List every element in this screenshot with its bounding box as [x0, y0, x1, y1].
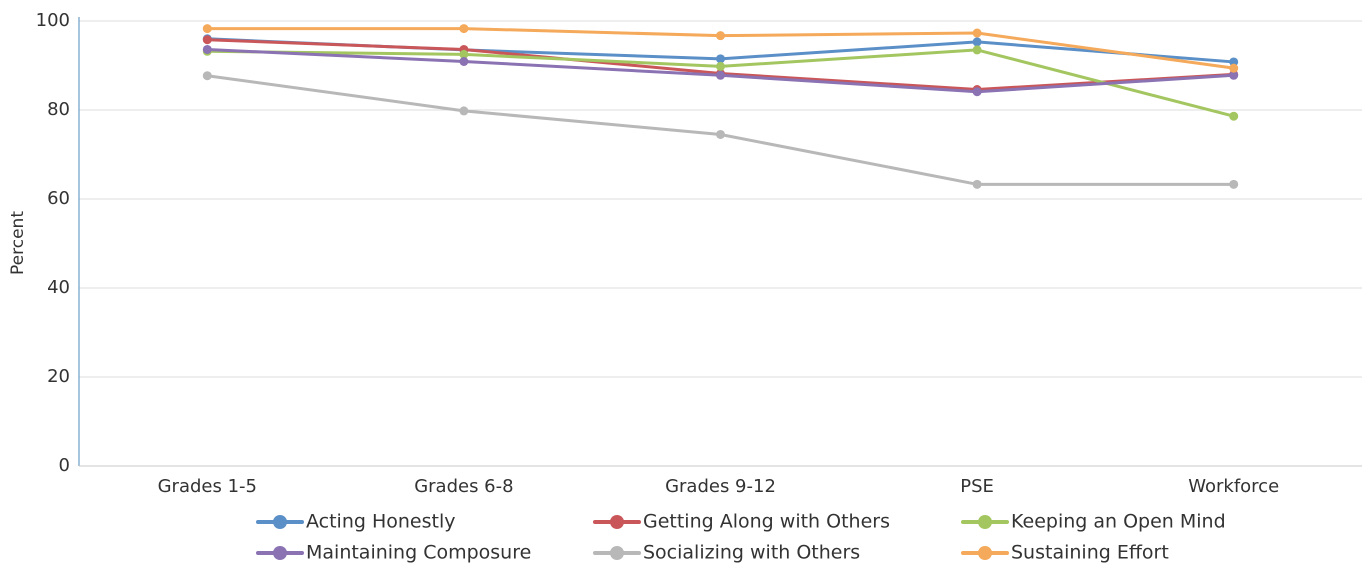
data-point-maintaining-composure [972, 87, 982, 97]
x-tick-label: Workforce [1188, 476, 1279, 497]
legend-swatch-marker-maintaining-composure [273, 546, 287, 560]
y-tick-label: 60 [47, 188, 70, 209]
data-point-socializing-with-others [459, 106, 469, 116]
x-tick-label: Grades 6-8 [414, 476, 513, 497]
data-point-sustaining-effort [972, 28, 982, 38]
data-point-keeping-an-open-mind [972, 45, 982, 55]
data-point-acting-honestly [1229, 57, 1239, 67]
x-tick-label: PSE [960, 476, 994, 497]
data-point-acting-honestly [716, 54, 725, 64]
data-point-socializing-with-others [716, 129, 725, 139]
data-point-acting-honestly [972, 37, 982, 47]
data-point-sustaining-effort [1229, 63, 1239, 73]
y-tick-label: 100 [36, 10, 70, 31]
legend-label-maintaining-composure: Maintaining Composure [306, 542, 531, 564]
grid-layer [79, 20, 1362, 378]
legend: Acting Honestly Getting Along with Others… [256, 511, 1226, 564]
data-point-sustaining-effort [459, 24, 469, 34]
legend-label-acting-honestly: Acting Honestly [306, 511, 456, 533]
data-point-maintaining-composure [1229, 70, 1239, 80]
x-tick-label: Grades 1-5 [158, 476, 257, 497]
legend-label-sustaining-effort: Sustaining Effort [1011, 542, 1169, 564]
y-axis-title: Percent [8, 211, 28, 275]
data-point-socializing-with-others [202, 71, 212, 81]
legend-label-socializing-with-others: Socializing with Others [643, 542, 860, 564]
legend-swatch-marker-acting-honestly [273, 515, 287, 529]
data-point-maintaining-composure [202, 44, 212, 54]
data-point-maintaining-composure [459, 56, 469, 66]
axis-layer: 0 20 40 60 80 100 Grades 1-5 Grades 6-8 Grades 9… [36, 10, 1362, 497]
data-point-getting-along-with-others [202, 35, 212, 45]
legend-swatch-marker-getting-along-with-others [610, 515, 624, 529]
data-point-keeping-an-open-mind [716, 61, 725, 71]
data-point-sustaining-effort [716, 31, 725, 41]
data-point-keeping-an-open-mind [459, 49, 469, 59]
series-layer [202, 24, 1239, 189]
y-tick-label: 40 [47, 277, 70, 298]
x-tick-label: Grades 9-12 [665, 476, 776, 497]
legend-label-keeping-an-open-mind: Keeping an Open Mind [1011, 511, 1226, 533]
y-tick-label: 0 [59, 455, 70, 476]
data-point-socializing-with-others [972, 179, 982, 189]
legend-swatch-marker-sustaining-effort [978, 546, 992, 560]
legend-swatch-marker-keeping-an-open-mind [978, 515, 992, 529]
data-point-sustaining-effort [202, 24, 212, 34]
legend-label-getting-along-with-others: Getting Along with Others [643, 511, 890, 533]
legend-swatch-marker-socializing-with-others [610, 546, 624, 560]
y-tick-label: 80 [47, 99, 70, 120]
data-point-maintaining-composure [716, 70, 725, 80]
y-tick-label: 20 [47, 366, 70, 387]
data-point-socializing-with-others [1229, 179, 1239, 189]
data-point-keeping-an-open-mind [1229, 111, 1239, 121]
